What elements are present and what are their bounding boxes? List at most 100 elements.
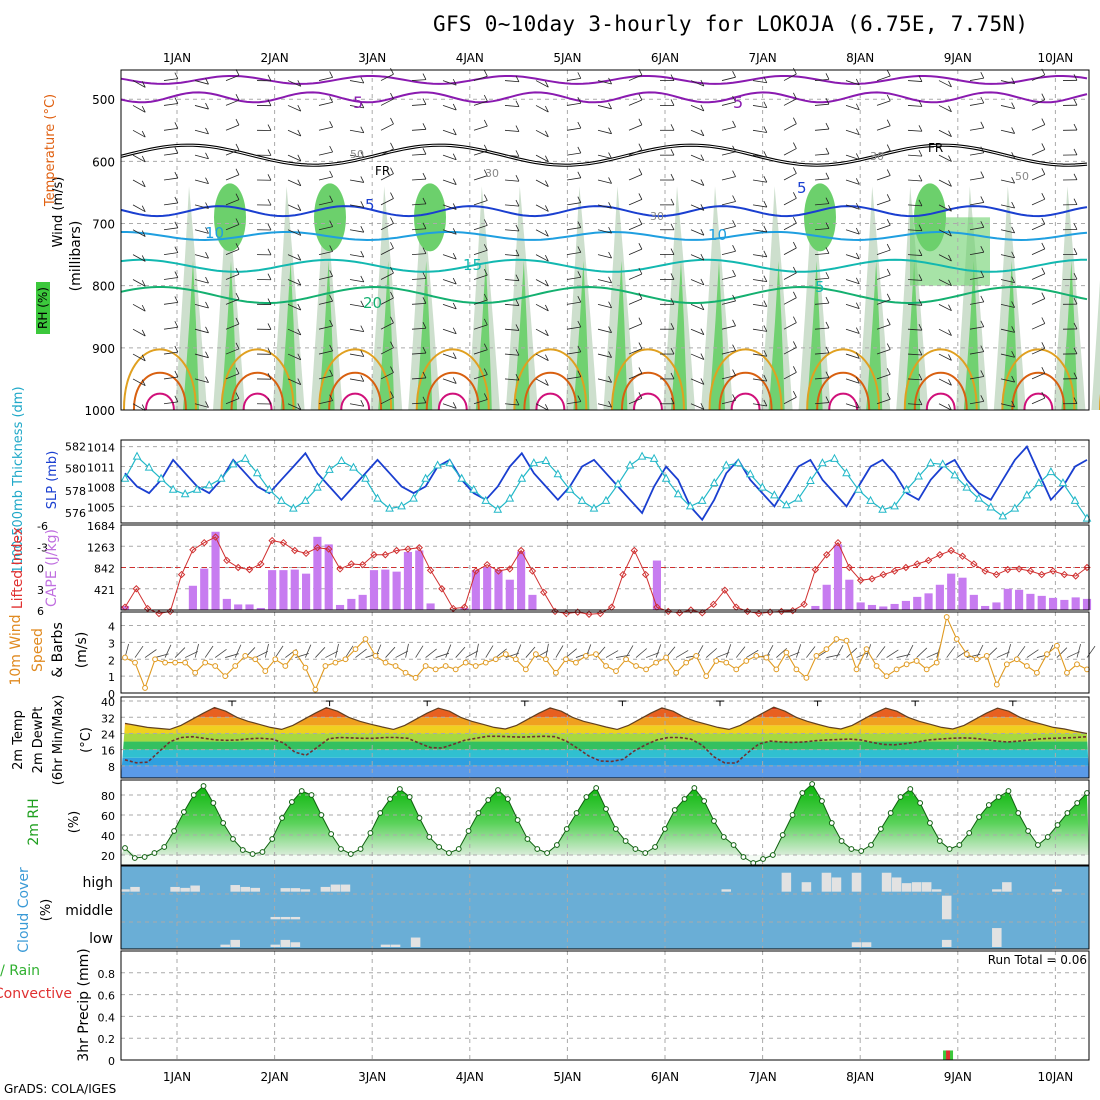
wind-barb <box>473 75 488 81</box>
cloud-bar-high <box>992 889 1002 892</box>
wind-barb <box>535 204 549 212</box>
cape-bar <box>392 571 401 610</box>
wind-barb <box>318 201 333 206</box>
wind-barb <box>845 105 860 111</box>
cape-bar <box>1082 598 1092 610</box>
date-label: 7JAN <box>749 1070 777 1084</box>
warm-domes <box>122 348 1100 411</box>
wind-barb-flag <box>545 329 549 336</box>
wind-barb-flag <box>174 122 179 129</box>
thickness-marker <box>541 455 551 465</box>
rh2m-marker <box>681 796 688 802</box>
wind10m-marker <box>703 673 710 680</box>
wind-barb-flag <box>670 124 675 131</box>
wind10m-marker <box>202 659 209 666</box>
cloud-axis-label: Cloud Cover <box>16 867 32 953</box>
rh2m-marker <box>544 850 551 856</box>
rh2m-marker <box>190 792 197 798</box>
wind-barb-flag <box>267 223 272 231</box>
wind-barb-flag <box>422 147 427 155</box>
wind-barb <box>597 80 612 85</box>
rh2m-marker <box>730 842 737 848</box>
thickness-marker <box>866 495 875 504</box>
wind-barb-flag <box>886 169 891 176</box>
wind-barb-flag <box>235 218 240 225</box>
contour-label-purple: 5 <box>353 93 363 112</box>
wind-barb <box>566 77 581 81</box>
date-label: 4JAN <box>456 51 484 65</box>
temp-axis-label: (6hr Min/Max) <box>51 695 66 785</box>
wind-barb <box>504 204 519 207</box>
cape-bar <box>211 531 220 610</box>
wind-barb-flag <box>1073 397 1078 404</box>
wind10m-barb <box>705 648 718 658</box>
wind10m-marker <box>352 646 359 653</box>
isotherm-darkorange <box>718 371 773 411</box>
wind-barb <box>225 273 240 280</box>
wind-barb-flag <box>329 145 333 153</box>
rh2m-marker <box>661 826 668 832</box>
wind-barb <box>225 348 240 355</box>
wind-barb-flag <box>483 293 488 301</box>
isotherm-magenta <box>1023 392 1054 411</box>
cloud-bar-high <box>801 882 812 892</box>
cloud-bar-low <box>992 928 1002 947</box>
wind10m-marker <box>322 663 329 669</box>
wind-barb-flag <box>235 268 240 275</box>
wind-barb-flag <box>825 272 830 279</box>
wind-barb-flag <box>390 266 394 274</box>
wind-barb-flag <box>267 372 272 380</box>
rh2m-marker <box>1064 810 1071 816</box>
rh2m-marker <box>288 799 295 805</box>
wind10m-barb <box>164 644 172 658</box>
wind-barb-flag <box>422 98 427 105</box>
lifted-index-marker <box>494 567 503 575</box>
wind-barb-flag <box>670 198 675 206</box>
wind-barb-flag <box>545 105 549 113</box>
lifted-index-marker <box>313 543 322 552</box>
wind-barb <box>349 303 364 308</box>
wind-barb <box>225 149 240 156</box>
cloud-bar-high <box>120 889 130 892</box>
wind-barb-flag <box>141 280 146 287</box>
rh2m-marker <box>367 830 374 836</box>
wind-barb-flag <box>205 202 209 209</box>
wind-barb <box>907 403 922 406</box>
wind-barb <box>938 80 952 88</box>
wind-barb-flag <box>577 370 582 377</box>
wind10m-marker <box>603 663 609 669</box>
wind-frame <box>120 611 1090 694</box>
wind10m-barb <box>475 643 479 658</box>
wind-barb-flag <box>545 404 549 411</box>
wind-barb <box>876 75 891 81</box>
temperature-legend-label: Temperature (°C) <box>43 94 58 207</box>
wind-barb <box>969 202 984 206</box>
wind10m-marker <box>933 659 940 666</box>
cloud-bar-low <box>851 942 862 947</box>
wind-barb <box>597 204 612 209</box>
wind-barb <box>1000 279 1015 284</box>
wind-barb-flag <box>608 301 612 308</box>
isotherm-orange <box>318 348 393 411</box>
wind10m-marker <box>1003 661 1010 668</box>
wind-barb-flag <box>700 353 705 360</box>
wind-barb <box>380 347 394 355</box>
wind-barb <box>411 253 426 256</box>
wind10m-marker <box>232 663 239 669</box>
wind10m-barb <box>335 643 339 658</box>
wind10m-marker <box>412 674 419 681</box>
wind-barb <box>969 400 984 405</box>
wind-barb-flag <box>235 143 240 151</box>
wind-barb-flag <box>205 227 209 234</box>
wind-barb-flag <box>1073 74 1078 81</box>
wind-barb-flag <box>235 94 240 101</box>
wind-barb <box>628 149 643 156</box>
wind-barb-flag <box>390 167 394 174</box>
wind-barb <box>287 254 301 261</box>
rh2m-marker <box>455 846 462 852</box>
wind-barb <box>318 350 333 355</box>
contour-label-cyan: 10 <box>708 226 727 244</box>
wind-barb-flag <box>763 225 768 233</box>
wind-barb-flag <box>670 372 675 380</box>
rh2m-marker <box>711 818 717 824</box>
